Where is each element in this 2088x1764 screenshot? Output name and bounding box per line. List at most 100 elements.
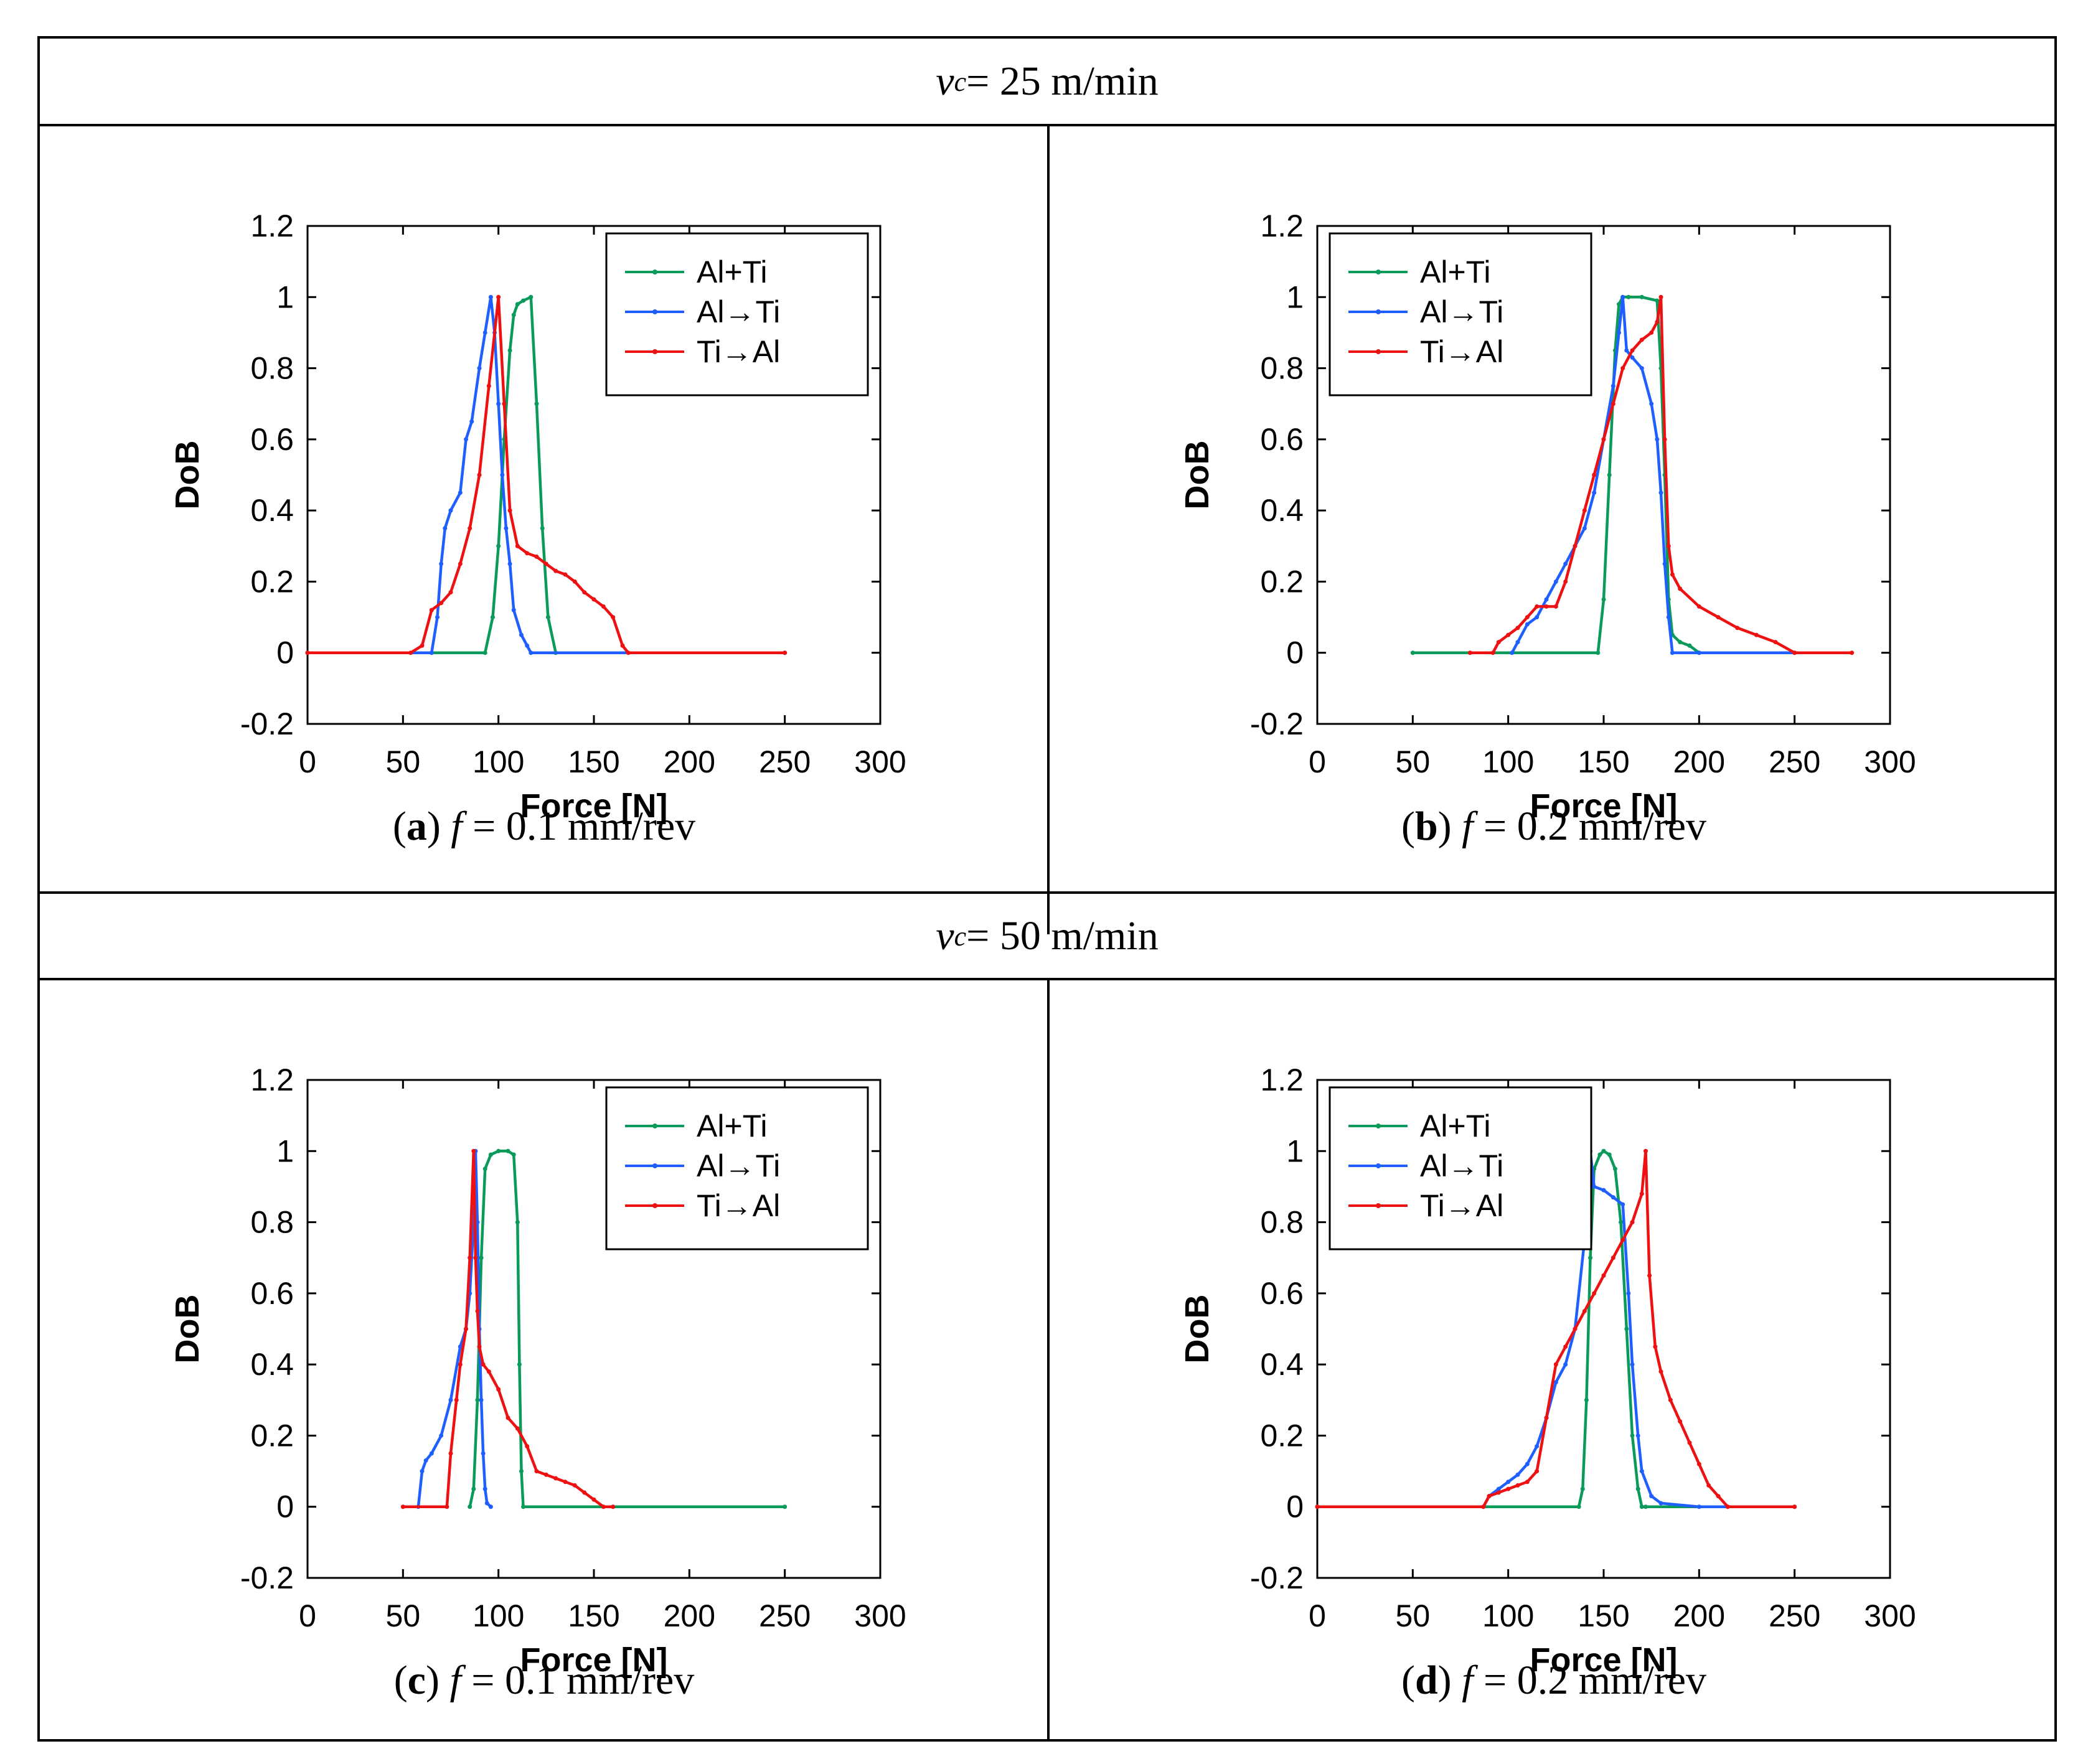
legend-marker <box>1376 1124 1381 1128</box>
y-tick-label: 0.8 <box>1260 351 1304 386</box>
data-point <box>1670 650 1675 655</box>
caption-text: = 0.2 mm/rev <box>1473 1658 1707 1703</box>
data-point <box>1617 330 1622 335</box>
data-point <box>601 1504 606 1509</box>
data-point <box>469 419 474 424</box>
data-point <box>454 1397 459 1402</box>
chart-panel-c: 0 50 100 150 200 250 3001.210.80.60.40.20-0.2F… <box>169 1063 906 1679</box>
data-point <box>543 1472 548 1477</box>
data-point <box>525 1444 530 1449</box>
y-tick-label: 1 <box>1286 279 1304 314</box>
data-point <box>1582 526 1587 531</box>
data-point <box>1553 579 1558 584</box>
data-point <box>444 1504 449 1509</box>
legend-marker <box>1376 1163 1381 1168</box>
data-point <box>1696 604 1701 609</box>
data-point <box>611 1504 616 1509</box>
data-point <box>1706 1483 1711 1488</box>
y-axis-label: DoB <box>169 1295 206 1364</box>
data-point <box>1596 650 1601 655</box>
y-tick-label: -0.2 <box>1250 706 1304 741</box>
data-point <box>1601 437 1606 442</box>
data-point <box>1535 1469 1540 1474</box>
data-point <box>1626 1291 1631 1296</box>
caption-letter: a <box>406 804 427 849</box>
data-point <box>482 1486 487 1491</box>
data-point <box>507 348 512 353</box>
data-point <box>591 1497 596 1502</box>
legend-label: Al+Ti <box>1420 255 1490 289</box>
x-tick-label: 200 <box>1673 744 1725 779</box>
legend-marker <box>1376 270 1381 274</box>
x-axis-label: Force [N] <box>520 1641 667 1679</box>
legend-box <box>1329 232 1592 396</box>
data-point <box>1525 622 1530 627</box>
y-tick-label: 1 <box>276 279 294 314</box>
legend-marker <box>652 309 657 314</box>
data-point <box>429 650 434 655</box>
data-point <box>1624 348 1629 353</box>
x-tick-label: 300 <box>854 744 906 779</box>
data-point <box>481 1451 486 1456</box>
data-point <box>464 1326 469 1331</box>
data-point <box>439 601 444 606</box>
data-point <box>1496 1486 1501 1491</box>
data-point <box>519 1469 524 1474</box>
data-point <box>1580 1486 1585 1491</box>
data-point <box>464 437 469 442</box>
y-tick-label: 0 <box>276 1490 294 1524</box>
caption-letter: c <box>407 1658 426 1703</box>
legend-label: Al+Ti <box>697 1109 767 1143</box>
data-point <box>448 1451 453 1456</box>
data-point <box>1510 650 1515 655</box>
data-point <box>515 1426 520 1431</box>
data-point <box>1525 615 1530 620</box>
data-point <box>534 554 539 559</box>
y-tick-label: 0.2 <box>1260 564 1304 599</box>
caption-var: f <box>1462 1658 1474 1703</box>
data-point <box>1735 626 1740 631</box>
data-point <box>1658 490 1663 495</box>
y-tick-label: 0.4 <box>1260 493 1304 528</box>
data-point <box>482 1166 487 1171</box>
data-point <box>1620 294 1625 299</box>
data-point <box>1607 472 1612 477</box>
y-tick-label: -0.2 <box>240 706 294 741</box>
legend-label: Al→Ti <box>697 1148 780 1183</box>
data-point <box>458 1344 463 1349</box>
data-point <box>1525 1480 1530 1485</box>
caption-c: (c) f = 0.1 mm/rev <box>393 1658 695 1703</box>
data-point <box>1639 1504 1644 1509</box>
data-point <box>1553 604 1558 609</box>
data-point <box>1563 579 1568 584</box>
chart-panel-a: 0 50 100 150 200 250 3001.210.80.60.40.20-0.2F… <box>169 209 906 825</box>
data-point <box>496 401 501 406</box>
data-point <box>1611 401 1615 406</box>
data-point <box>1601 1148 1606 1153</box>
data-point <box>1553 1362 1558 1367</box>
legend-marker <box>652 1163 657 1168</box>
legend-marker <box>1376 349 1381 354</box>
data-point <box>423 1458 428 1463</box>
legend-label: Ti→Al <box>1420 334 1503 369</box>
data-point <box>1630 1362 1635 1367</box>
data-point <box>529 650 534 655</box>
y-tick-label: 0.6 <box>250 422 294 457</box>
data-point <box>601 604 606 609</box>
data-point <box>563 572 568 577</box>
caption-text: = 0.1 mm/rev <box>461 1658 695 1703</box>
data-point <box>1563 1344 1568 1349</box>
x-axis-label: Force [N] <box>1530 787 1677 825</box>
data-point <box>1601 597 1606 602</box>
legend-marker <box>652 1203 657 1208</box>
data-point <box>1525 1461 1530 1466</box>
x-tick-label: 250 <box>759 1598 811 1633</box>
data-point <box>1607 1152 1612 1157</box>
data-point <box>1535 1444 1540 1449</box>
x-tick-label: 200 <box>664 1598 715 1633</box>
y-tick-label: 0.4 <box>1260 1347 1304 1382</box>
data-point <box>1649 401 1654 406</box>
y-tick-label: 0 <box>1286 1490 1304 1524</box>
x-tick-label: 0 <box>1309 744 1326 779</box>
data-point <box>458 561 463 566</box>
